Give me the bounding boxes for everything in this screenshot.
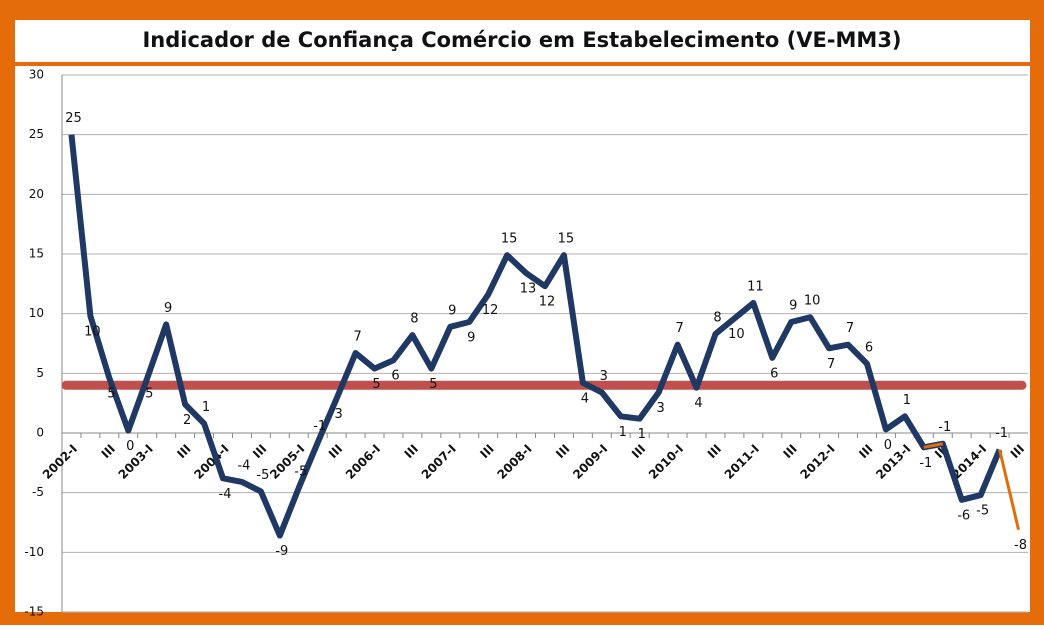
- data-label: 2: [183, 413, 191, 428]
- data-label: 15: [558, 232, 575, 247]
- data-label: 5: [372, 377, 380, 392]
- data-label: 10: [804, 294, 821, 309]
- data-label: 25: [65, 111, 82, 126]
- data-label: 13: [520, 282, 537, 297]
- data-label: -6: [957, 508, 970, 523]
- data-label: -1: [995, 426, 1008, 441]
- data-label: 12: [539, 295, 556, 310]
- data-label: 4: [694, 396, 702, 411]
- plot-box: [15, 66, 1030, 612]
- data-label: 8: [410, 312, 418, 327]
- series-line: [923, 442, 944, 449]
- data-label: 0: [126, 439, 134, 454]
- data-label: 7: [827, 357, 835, 372]
- data-label: 7: [846, 321, 854, 336]
- y-tick-label: -15: [24, 605, 44, 619]
- y-tick-label: 25: [29, 127, 44, 141]
- data-label: 15: [501, 232, 518, 247]
- data-label: 6: [865, 340, 873, 355]
- data-label: 0: [884, 438, 892, 453]
- y-tick-label: -5: [32, 485, 44, 499]
- data-label: -8: [1014, 538, 1027, 553]
- data-label: 4: [581, 391, 589, 406]
- data-label: 3: [600, 369, 608, 384]
- data-label: -1: [313, 419, 326, 434]
- y-tick-label: 30: [29, 68, 44, 82]
- data-label: -4: [237, 458, 250, 473]
- y-tick-label: 15: [29, 247, 44, 261]
- series-line: [68, 134, 1003, 539]
- y-tick-label: 10: [29, 306, 44, 320]
- data-label: 3: [335, 407, 343, 422]
- data-label: -1: [938, 420, 951, 435]
- y-tick-label: -10: [24, 545, 44, 559]
- data-label: -9: [275, 544, 288, 559]
- data-label: 5: [145, 387, 153, 402]
- y-tick-label: 0: [36, 426, 44, 440]
- y-tick-label: 20: [29, 187, 44, 201]
- data-label: 1: [903, 393, 911, 408]
- data-label: -4: [219, 487, 232, 502]
- data-label: 7: [675, 321, 683, 336]
- data-label: 11: [747, 279, 764, 294]
- data-label: 1: [619, 425, 627, 440]
- data-label: 9: [467, 331, 475, 346]
- title-box: [15, 20, 1030, 62]
- chart-title: Indicador de Confiança Comércio em Estab…: [142, 28, 901, 52]
- data-label: 9: [789, 299, 797, 314]
- series-line: [998, 449, 1020, 531]
- data-label: 5: [107, 387, 115, 402]
- data-label: 9: [448, 303, 456, 318]
- data-label: 8: [713, 310, 721, 325]
- data-label: -5: [256, 468, 269, 483]
- y-tick-label: 5: [36, 366, 44, 380]
- data-label: 10: [84, 325, 101, 340]
- data-label: -5: [976, 504, 989, 519]
- data-label: 5: [429, 377, 437, 392]
- data-label: 7: [353, 330, 361, 345]
- data-label: 1: [638, 427, 646, 442]
- data-label: 6: [391, 369, 399, 384]
- data-label: 6: [770, 366, 778, 381]
- data-label: 12: [482, 303, 499, 318]
- data-label: 3: [657, 401, 665, 416]
- data-label: 1: [202, 400, 210, 415]
- data-label: 9: [164, 301, 172, 316]
- data-label: -1: [919, 456, 932, 471]
- data-label: -5: [294, 464, 307, 479]
- data-label: 10: [728, 327, 745, 342]
